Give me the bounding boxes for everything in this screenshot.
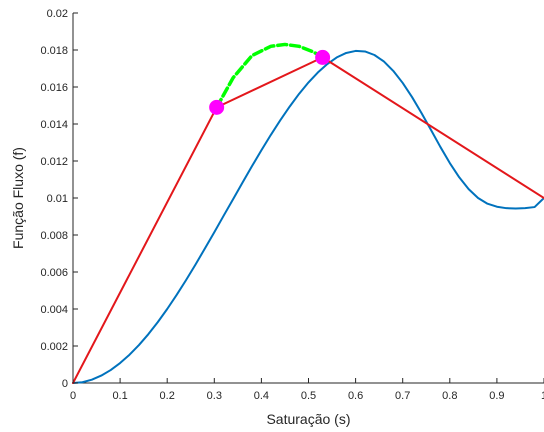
x-tick-label: 0.2 [160, 390, 175, 402]
y-tick-label: 0.02 [47, 8, 68, 20]
y-tick-label: 0.004 [40, 304, 68, 316]
x-tick-label: 1 [541, 390, 544, 402]
x-tick-label: 0.5 [301, 390, 316, 402]
fractional-flow-curve [72, 49, 544, 384]
x-tick-label: 0.6 [348, 390, 363, 402]
tangent-construction-line [72, 56, 544, 384]
y-tick-label: 0.002 [40, 341, 68, 353]
y-tick-label: 0.014 [40, 119, 68, 131]
x-tick-label: 0.7 [395, 390, 410, 402]
concave-hull-dashed [214, 42, 325, 110]
x-tick-label: 0.3 [207, 390, 222, 402]
x-tick-label: 0.4 [254, 390, 269, 402]
y-tick-label: 0.012 [40, 156, 68, 168]
y-tick-label: 0.006 [40, 267, 68, 279]
y-axis-ticks: 0 0.002 0.004 0.006 0.008 0.01 0.012 0.014 0.016… [40, 8, 78, 390]
y-axis-title: Função Fluxo (f) [10, 147, 26, 249]
tangent-point-marker [209, 99, 225, 115]
tangent-point-marker [315, 49, 331, 65]
x-tick-label: 0 [70, 390, 76, 402]
x-tick-label: 0.8 [442, 390, 457, 402]
y-tick-label: 0.016 [40, 82, 68, 94]
x-tick-label: 0.9 [489, 390, 504, 402]
y-tick-label: 0 [62, 378, 68, 390]
x-axis-title: Saturação (s) [266, 411, 350, 427]
x-tick-label: 0.1 [112, 390, 127, 402]
y-tick-label: 0.018 [40, 45, 68, 57]
y-tick-label: 0.01 [47, 193, 68, 205]
x-axis-ticks: 0 0.1 0.2 0.3 0.4 0.5 0.6 0.7 0.8 0.9 1 [70, 378, 544, 402]
y-tick-label: 0.008 [40, 230, 68, 242]
